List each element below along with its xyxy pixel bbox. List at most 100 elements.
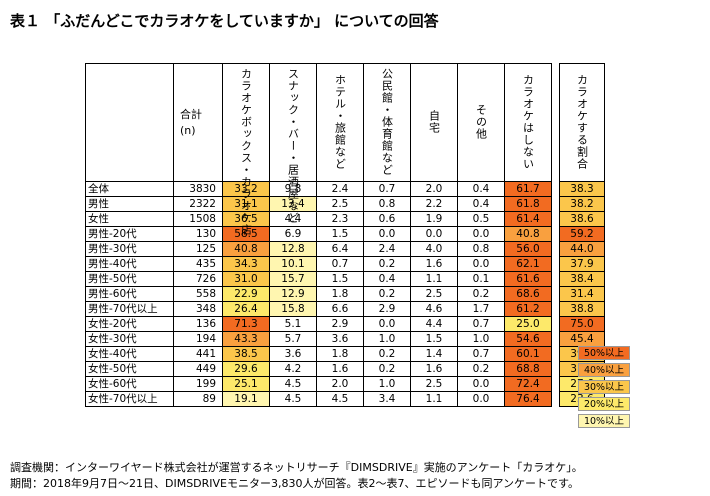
table-row: 男性-30代 125 40.8 12.8 6.4 2.4 4.0 0.8 56.0 44.0 xyxy=(85,241,605,257)
value-cell: 0.2 xyxy=(363,256,411,272)
row-count: 449 xyxy=(173,361,223,377)
value-cell: 1.6 xyxy=(316,361,364,377)
value-cell: 38.5 xyxy=(222,346,270,362)
value-cell: 31.1 xyxy=(222,196,270,212)
row-count: 348 xyxy=(173,301,223,317)
column-gap xyxy=(551,211,560,227)
value-cell: 0.4 xyxy=(363,271,411,287)
summary-cell: 37.9 xyxy=(559,256,605,272)
value-cell: 1.5 xyxy=(316,226,364,242)
column-gap xyxy=(551,256,560,272)
value-cell: 3.6 xyxy=(269,346,317,362)
value-cell: 2.9 xyxy=(363,301,411,317)
summary-cell: 38.6 xyxy=(559,211,605,227)
value-cell: 0.7 xyxy=(316,256,364,272)
value-cell: 25.1 xyxy=(222,376,270,392)
results-table: 合計 (n) カラオケボックス・カラオケ店 スナック・バー・居酒屋など ホテル・… xyxy=(85,63,605,407)
table-row: 女性 1508 36.5 4.4 2.3 0.6 1.9 0.5 61.4 38.6 xyxy=(85,211,605,227)
value-cell: 61.4 xyxy=(504,211,552,227)
table-row: 男性-70代以上 348 26.4 15.8 6.6 2.9 4.6 1.7 61.2 38.8 xyxy=(85,301,605,317)
value-cell: 1.6 xyxy=(410,361,458,377)
column-gap xyxy=(551,301,560,317)
value-cell: 4.5 xyxy=(269,376,317,392)
count-header: 合計 (n) xyxy=(173,63,223,182)
value-cell: 1.5 xyxy=(316,271,364,287)
row-count: 726 xyxy=(173,271,223,287)
value-cell: 36.5 xyxy=(222,211,270,227)
value-cell: 1.8 xyxy=(316,346,364,362)
value-cell: 6.6 xyxy=(316,301,364,317)
value-cell: 61.2 xyxy=(504,301,552,317)
legend-item: 40%以上 xyxy=(578,363,630,377)
summary-cell: 38.8 xyxy=(559,301,605,317)
table-row: 女性-20代 136 71.3 5.1 2.9 0.0 4.4 0.7 25.0 75.0 xyxy=(85,316,605,332)
row-label: 女性 xyxy=(85,211,174,227)
row-label: 男性-40代 xyxy=(85,256,174,272)
value-cell: 1.9 xyxy=(410,211,458,227)
value-cell: 76.4 xyxy=(504,391,552,407)
value-cell: 71.3 xyxy=(222,316,270,332)
row-label: 女性-50代 xyxy=(85,361,174,377)
summary-cell: 38.2 xyxy=(559,196,605,212)
column-gap xyxy=(551,181,560,197)
legend-item: 30%以上 xyxy=(578,380,630,394)
column-gap xyxy=(551,226,560,242)
value-cell: 0.0 xyxy=(363,226,411,242)
value-cell: 12.9 xyxy=(269,286,317,302)
row-label: 男性-30代 xyxy=(85,241,174,257)
value-cell: 54.6 xyxy=(504,331,552,347)
value-cell: 15.8 xyxy=(269,301,317,317)
column-gap xyxy=(551,286,560,302)
row-label: 女性-40代 xyxy=(85,346,174,362)
value-cell: 61.8 xyxy=(504,196,552,212)
row-count: 136 xyxy=(173,316,223,332)
value-cell: 0.2 xyxy=(363,361,411,377)
value-cell: 3.6 xyxy=(316,331,364,347)
value-cell: 29.6 xyxy=(222,361,270,377)
value-cell: 13.4 xyxy=(269,196,317,212)
row-label: 女性-70代以上 xyxy=(85,391,174,407)
value-cell: 2.0 xyxy=(410,181,458,197)
value-cell: 6.4 xyxy=(316,241,364,257)
value-cell: 4.4 xyxy=(410,316,458,332)
table-body: 全体 3830 33.2 9.8 2.4 0.7 2.0 0.4 61.7 38.3 男性 2322 3… xyxy=(85,181,605,407)
value-cell: 4.5 xyxy=(269,391,317,407)
summary-cell: 59.2 xyxy=(559,226,605,242)
row-count: 130 xyxy=(173,226,223,242)
value-cell: 60.1 xyxy=(504,346,552,362)
footer-source: 調査機関：インターワイヤード株式会社が運営するネットリサーチ『DIMSDRIVE… xyxy=(10,461,583,474)
value-cell: 1.5 xyxy=(410,331,458,347)
column-gap xyxy=(551,241,560,257)
value-cell: 25.0 xyxy=(504,316,552,332)
value-cell: 2.5 xyxy=(410,376,458,392)
value-cell: 2.2 xyxy=(410,196,458,212)
value-cell: 0.7 xyxy=(457,316,505,332)
col-header-5: その他 xyxy=(474,104,488,140)
row-label: 女性-30代 xyxy=(85,331,174,347)
value-cell: 5.1 xyxy=(269,316,317,332)
value-cell: 1.1 xyxy=(410,271,458,287)
summary-cell: 38.3 xyxy=(559,181,605,197)
table-row: 女性-30代 194 43.3 5.7 3.6 1.0 1.5 1.0 54.6 45.4 xyxy=(85,331,605,347)
count-header-label: 合計 xyxy=(180,107,202,121)
value-cell: 2.5 xyxy=(410,286,458,302)
column-gap xyxy=(551,391,560,407)
value-cell: 1.0 xyxy=(363,376,411,392)
value-cell: 0.0 xyxy=(457,226,505,242)
value-cell: 6.9 xyxy=(269,226,317,242)
row-count: 3830 xyxy=(173,181,223,197)
value-cell: 2.4 xyxy=(316,181,364,197)
row-label: 女性-60代 xyxy=(85,376,174,392)
value-cell: 2.3 xyxy=(316,211,364,227)
value-cell: 12.8 xyxy=(269,241,317,257)
col-header-2: ホテル・旅館など xyxy=(333,74,347,170)
col-header-1: スナック・バー・居酒屋など xyxy=(286,68,300,224)
value-cell: 26.4 xyxy=(222,301,270,317)
header-row: 合計 (n) カラオケボックス・カラオケ店 スナック・バー・居酒屋など ホテル・… xyxy=(85,63,605,236)
col-header-4: 自宅 xyxy=(427,110,441,134)
row-label: 男性-50代 xyxy=(85,271,174,287)
value-cell: 2.0 xyxy=(316,376,364,392)
value-cell: 0.0 xyxy=(457,256,505,272)
value-cell: 0.0 xyxy=(363,316,411,332)
